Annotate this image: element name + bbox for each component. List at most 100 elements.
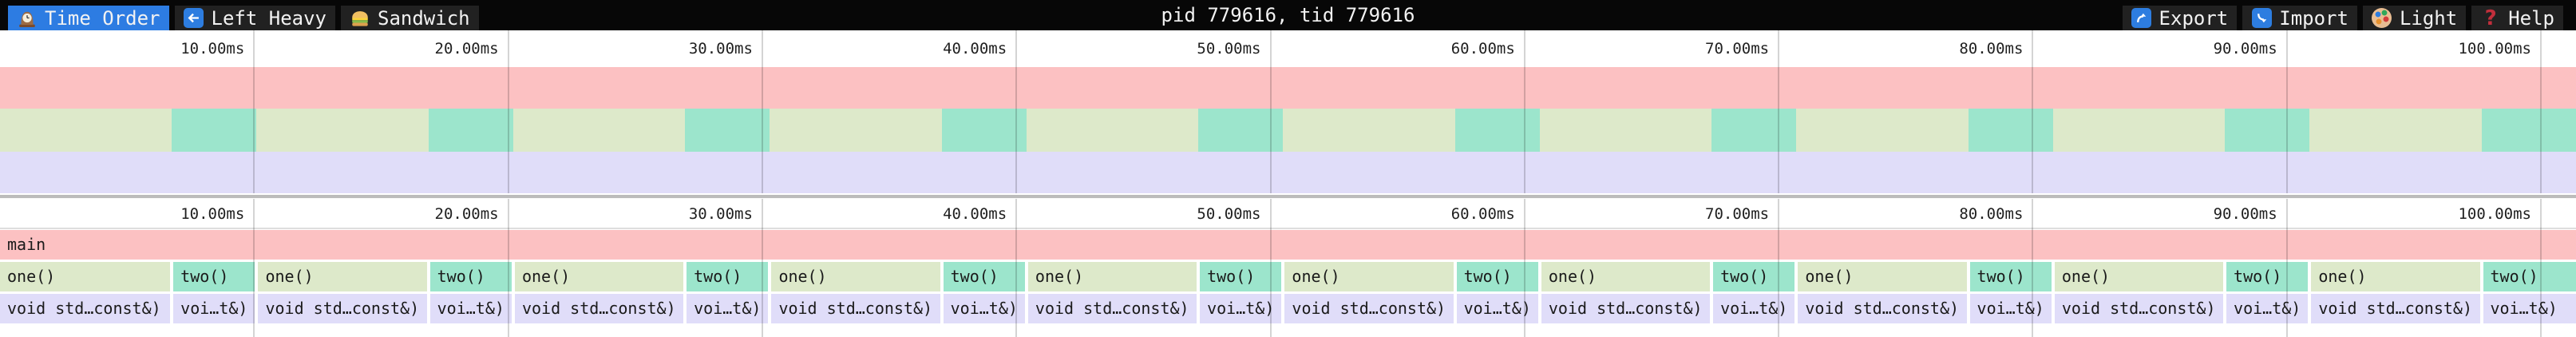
- frame-voi-t[interactable]: voi…t&): [2226, 294, 2309, 323]
- frame-void-std-const[interactable]: void std…const&): [1027, 294, 1197, 323]
- frame-void-std-const[interactable]: void std…const&): [258, 294, 427, 323]
- frame-two[interactable]: two(): [2226, 262, 2309, 291]
- frame-voi-t[interactable]: voi…t&): [1456, 294, 1538, 323]
- frame-two[interactable]: two(): [1713, 262, 1795, 291]
- tick-label: 40.00ms: [943, 205, 1007, 223]
- gridline: [1523, 30, 1525, 193]
- frame-voi-t[interactable]: voi…t&): [943, 294, 1025, 323]
- frame-one[interactable]: one(): [0, 262, 171, 291]
- minimap-frame-one: [0, 109, 172, 152]
- flamechart-ruler: 10.00ms 20.00ms 30.00ms 40.00ms 50.00ms 60.00…: [0, 199, 2576, 229]
- action-label: Light: [2399, 6, 2458, 30]
- frame-two[interactable]: two(): [429, 262, 512, 291]
- minimap-frame-one: [256, 109, 429, 152]
- minimap-frame-void-std-const: [1539, 152, 1712, 193]
- frame-void-std-const[interactable]: void std…const&): [1798, 294, 1967, 323]
- frame-one[interactable]: one(): [1541, 262, 1711, 291]
- frame-one[interactable]: one(): [1284, 262, 1454, 291]
- minimap-frame-void-std-const: [2309, 152, 2482, 193]
- frame-void-std-const[interactable]: void std…const&): [0, 294, 171, 323]
- frame-voi-t[interactable]: voi…t&): [1969, 294, 2052, 323]
- action-export-button[interactable]: Export: [2122, 6, 2238, 30]
- minimap-chart-divider: [0, 193, 2576, 199]
- frame-void-std-const[interactable]: void std…const&): [1284, 294, 1454, 323]
- minimap-frame-void-std-const: [512, 152, 686, 193]
- toolbar-actions: Export Import Light ? Help: [2122, 6, 2576, 30]
- gridline: [1269, 30, 1272, 193]
- minimap-frame-one: [1283, 109, 1456, 152]
- gridline: [253, 199, 255, 337]
- action-label: Help: [2508, 6, 2554, 30]
- minimap-frame-void-std-const: [1026, 152, 1199, 193]
- frame-voi-t[interactable]: voi…t&): [173, 294, 255, 323]
- minimap-frame-void-std-const: [0, 152, 172, 193]
- gridline: [2285, 30, 2288, 193]
- frame-voi-t[interactable]: voi…t&): [1200, 294, 1282, 323]
- frame-voi-t[interactable]: voi…t&): [429, 294, 512, 323]
- gridline: [2540, 30, 2542, 193]
- frame-two[interactable]: two(): [687, 262, 769, 291]
- tick-label: 100.00ms: [2458, 40, 2531, 57]
- minimap-frame-void-std-const: [256, 152, 429, 193]
- frame-two[interactable]: two(): [1200, 262, 1282, 291]
- frame-void-std-const[interactable]: void std…const&): [2311, 294, 2480, 323]
- tab-time-order[interactable]: Time Order: [8, 6, 169, 30]
- tick-label: 80.00ms: [1959, 205, 2024, 223]
- minimap-frame-two: [172, 109, 257, 152]
- sandwich-icon: [350, 8, 370, 29]
- frame-voi-t[interactable]: voi…t&): [2483, 294, 2576, 323]
- frame-void-std-const[interactable]: void std…const&): [1541, 294, 1711, 323]
- frame-voi-t[interactable]: voi…t&): [687, 294, 769, 323]
- minimap-frame-one: [1539, 109, 1712, 152]
- frame-void-std-const[interactable]: void std…const&): [2054, 294, 2224, 323]
- flamechart[interactable]: 10.00ms 20.00ms 30.00ms 40.00ms 50.00ms 60.00…: [0, 199, 2576, 337]
- frame-one[interactable]: one(): [771, 262, 940, 291]
- minimap-frame-voi-t: [941, 152, 1027, 193]
- action-import-button[interactable]: Import: [2242, 6, 2357, 30]
- frame-one[interactable]: one(): [514, 262, 684, 291]
- frame-two[interactable]: two(): [173, 262, 255, 291]
- frame-one[interactable]: one(): [2311, 262, 2480, 291]
- frame-two[interactable]: two(): [1456, 262, 1538, 291]
- action-light-button[interactable]: Light: [2362, 6, 2467, 30]
- minimap-frame-voi-t: [428, 152, 514, 193]
- frame-one[interactable]: one(): [2054, 262, 2224, 291]
- tab-left-heavy[interactable]: Left Heavy: [174, 6, 335, 30]
- frame-two[interactable]: two(): [2483, 262, 2576, 291]
- minimap-frame-voi-t: [1968, 152, 2054, 193]
- tab-label: Left Heavy: [211, 6, 327, 30]
- frame-main[interactable]: main: [0, 230, 2576, 260]
- minimap-frame-one: [1026, 109, 1199, 152]
- tick-label: 70.00ms: [1705, 205, 1770, 223]
- tick-label: 20.00ms: [434, 40, 499, 57]
- gridline: [2032, 30, 2034, 193]
- left-arrow-icon: [184, 8, 204, 29]
- frame-one[interactable]: one(): [258, 262, 427, 291]
- gridline: [1523, 199, 1525, 337]
- frame-two[interactable]: two(): [943, 262, 1025, 291]
- minimap-frame-two: [2225, 109, 2310, 152]
- palette-icon: [2372, 8, 2392, 29]
- frame-one[interactable]: one(): [1027, 262, 1197, 291]
- frame-void-std-const[interactable]: void std…const&): [771, 294, 940, 323]
- tick-label: 10.00ms: [180, 205, 245, 223]
- minimap-frame-voi-t: [2225, 152, 2310, 193]
- minimap-frame-voi-t: [1711, 152, 1797, 193]
- minimap-frame-void-std-const: [1283, 152, 1456, 193]
- frame-void-std-const[interactable]: void std…const&): [514, 294, 684, 323]
- gridline: [507, 30, 509, 193]
- minimap-rows: [0, 67, 2576, 193]
- minimap-frame-one: [770, 109, 943, 152]
- action-help-button[interactable]: ? Help: [2471, 6, 2563, 30]
- frame-voi-t[interactable]: voi…t&): [1713, 294, 1795, 323]
- tick-label: 60.00ms: [1450, 40, 1515, 57]
- tab-sandwich[interactable]: Sandwich: [341, 6, 479, 30]
- tick-label: 80.00ms: [1959, 40, 2024, 57]
- gridline: [1269, 199, 1272, 337]
- gridline: [2285, 199, 2288, 337]
- frame-one[interactable]: one(): [1798, 262, 1967, 291]
- frame-two[interactable]: two(): [1969, 262, 2052, 291]
- minimap-ruler: 10.00ms 20.00ms 30.00ms 40.00ms 50.00ms 60.00…: [0, 30, 2576, 67]
- tick-label: 100.00ms: [2458, 205, 2531, 223]
- minimap[interactable]: 10.00ms 20.00ms 30.00ms 40.00ms 50.00ms 60.00…: [0, 30, 2576, 193]
